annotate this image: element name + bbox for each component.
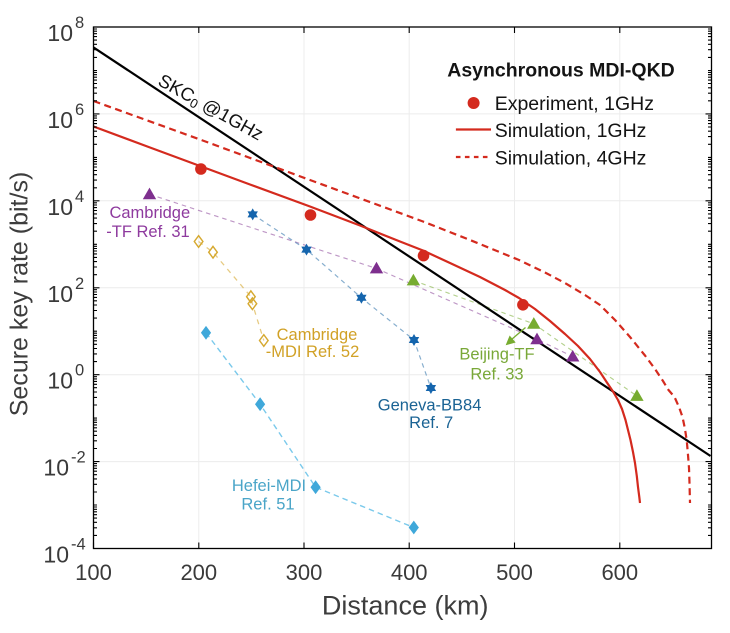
svg-text:Secure key rate (bit/s): Secure key rate (bit/s) bbox=[6, 172, 34, 417]
svg-text:10: 10 bbox=[47, 20, 73, 46]
svg-text:Ref. 7: Ref. 7 bbox=[409, 414, 453, 432]
svg-text:10: 10 bbox=[43, 542, 69, 568]
svg-text:-2: -2 bbox=[71, 449, 86, 467]
svg-text:Cambridge: Cambridge bbox=[109, 204, 190, 222]
svg-text:6: 6 bbox=[75, 101, 84, 119]
svg-text:Ref. 33: Ref. 33 bbox=[470, 366, 523, 384]
svg-text:Hefei-MDI: Hefei-MDI bbox=[232, 477, 306, 495]
svg-text:Experiment, 1GHz: Experiment, 1GHz bbox=[495, 93, 654, 115]
svg-text:10: 10 bbox=[47, 281, 73, 307]
svg-text:Simulation, 4GHz: Simulation, 4GHz bbox=[495, 148, 647, 170]
svg-text:400: 400 bbox=[391, 560, 428, 585]
svg-text:-4: -4 bbox=[71, 536, 86, 554]
svg-text:Distance (km): Distance (km) bbox=[322, 591, 489, 621]
svg-text:4: 4 bbox=[75, 188, 84, 206]
svg-text:500: 500 bbox=[496, 560, 533, 585]
svg-text:10: 10 bbox=[47, 107, 73, 133]
svg-text:100: 100 bbox=[75, 560, 112, 585]
svg-text:200: 200 bbox=[180, 560, 217, 585]
svg-text:Ref. 51: Ref. 51 bbox=[241, 495, 294, 513]
svg-text:10: 10 bbox=[47, 194, 73, 220]
svg-text:300: 300 bbox=[286, 560, 323, 585]
svg-text:10: 10 bbox=[47, 368, 73, 394]
svg-text:Cambridge: Cambridge bbox=[277, 326, 358, 344]
svg-text:Beijing-TF: Beijing-TF bbox=[459, 345, 534, 363]
svg-text:2: 2 bbox=[75, 275, 84, 293]
svg-text:-MDI Ref. 52: -MDI Ref. 52 bbox=[266, 343, 360, 361]
svg-text:8: 8 bbox=[75, 14, 84, 32]
svg-text:600: 600 bbox=[601, 560, 638, 585]
svg-text:Asynchronous MDI-QKD: Asynchronous MDI-QKD bbox=[447, 60, 675, 82]
svg-text:-TF Ref. 31: -TF Ref. 31 bbox=[106, 223, 189, 241]
svg-text:Geneva-BB84: Geneva-BB84 bbox=[378, 396, 482, 414]
svg-text:Simulation, 1GHz: Simulation, 1GHz bbox=[495, 120, 647, 142]
svg-text:0: 0 bbox=[75, 362, 84, 380]
svg-text:10: 10 bbox=[43, 455, 69, 481]
